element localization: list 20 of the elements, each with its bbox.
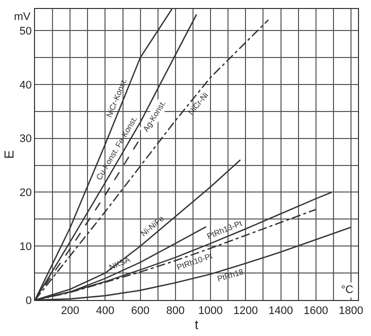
x-tick-label: 1800 xyxy=(338,305,364,318)
x-tick-label: 400 xyxy=(96,305,114,318)
y-tick-label: 20 xyxy=(20,187,32,200)
y-axis-title: E xyxy=(2,150,16,159)
x-tick-label: 200 xyxy=(60,305,80,318)
y-tick-label: 40 xyxy=(20,79,32,92)
x-tick-label: 600 xyxy=(131,305,150,318)
x-tick-label: 1600 xyxy=(304,305,328,318)
x-axis-title: t xyxy=(194,317,199,332)
y-tick-label: 10 xyxy=(20,240,32,253)
y-tick-label: 30 xyxy=(20,133,32,146)
y-tick-label: 0 xyxy=(26,294,32,307)
x-tick-label: 1000 xyxy=(198,305,223,318)
x-tick-label: 1200 xyxy=(233,305,258,318)
x-tick-label: 1400 xyxy=(268,305,293,318)
x-tick-label: 800 xyxy=(166,305,185,318)
y-tick-label: 50 xyxy=(20,25,32,38)
annotation: °C xyxy=(341,284,354,296)
text: PtRh18 xyxy=(216,267,245,284)
text: mV xyxy=(14,11,32,23)
